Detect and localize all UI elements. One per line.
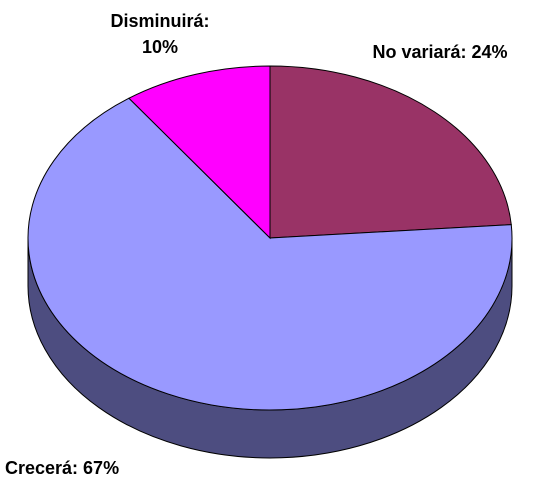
slice xyxy=(27,97,513,411)
slice xyxy=(269,65,512,239)
label-value: 10% xyxy=(142,37,178,57)
slice-label: No variará: 24% xyxy=(372,42,507,62)
slice xyxy=(128,65,271,240)
label-value: 24% xyxy=(472,42,508,62)
slice-label: Crecerá: 67% xyxy=(5,458,119,478)
slice-label: Disminuirá: 10% xyxy=(110,11,209,57)
label-name: No variará: xyxy=(372,42,466,62)
label-name: Crecerá: xyxy=(5,458,78,478)
label-name: Disminuirá: xyxy=(110,11,209,31)
label-value: 67% xyxy=(83,458,119,478)
